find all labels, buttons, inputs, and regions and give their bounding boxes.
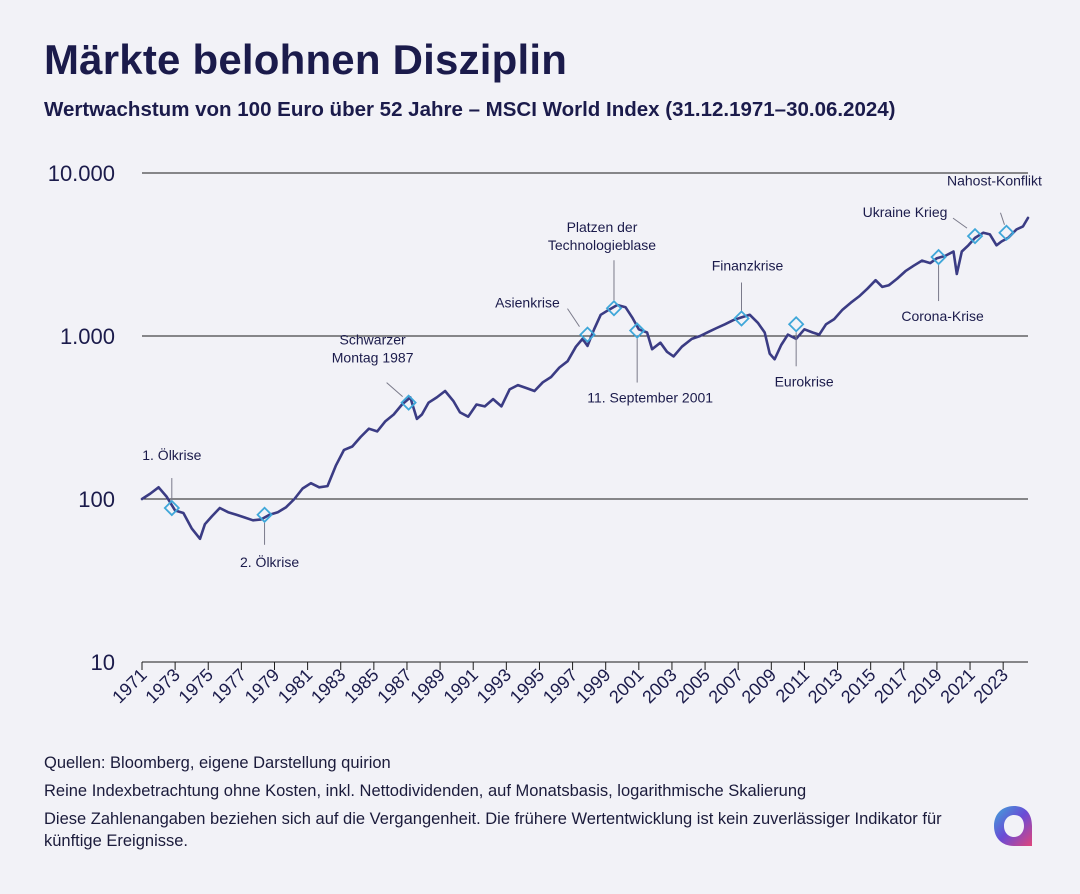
series-layer xyxy=(140,216,1030,541)
quirion-logo-icon xyxy=(994,806,1032,846)
page-title: Märkte belohnen Disziplin xyxy=(44,36,568,83)
x-tick-label: 2015 xyxy=(837,665,879,707)
annotation-label: Corona-Krise xyxy=(901,308,984,324)
x-tick-label: 1975 xyxy=(175,665,217,707)
x-tick-label: 2013 xyxy=(804,665,846,707)
annotation-leader xyxy=(999,212,1005,225)
annotation-label: Asienkrise xyxy=(495,295,560,311)
event-marker xyxy=(628,322,646,339)
x-tick-label: 1979 xyxy=(241,665,283,707)
x-tick-label: 2019 xyxy=(903,665,945,707)
event-marker xyxy=(966,227,984,245)
event-marker xyxy=(930,248,947,266)
event-marker xyxy=(163,499,181,517)
footer-sources: Quellen: Bloomberg, eigene Darstellung q… xyxy=(44,754,391,772)
x-tick-label: 2021 xyxy=(936,665,978,707)
x-tick-label: 1991 xyxy=(440,665,482,707)
footer-notes: Quellen: Bloomberg, eigene Darstellung q… xyxy=(44,752,944,858)
x-tick-label: 2003 xyxy=(638,665,680,707)
event-marker xyxy=(256,506,273,524)
msci-world-chart: 1971197319751977197919811983198519871989… xyxy=(48,161,1042,707)
page-subtitle: Wertwachstum von 100 Euro über 52 Jahre … xyxy=(44,98,896,121)
x-axis: 1971197319751977197919811983198519871989… xyxy=(108,662,1012,707)
annotation-label: Schwarzer Montag 1987 xyxy=(332,332,414,366)
footer-method: Reine Indexbetrachtung ohne Kosten, inkl… xyxy=(44,782,807,800)
event-marker xyxy=(605,299,623,317)
x-tick-label: 2023 xyxy=(970,665,1012,707)
x-tick-label: 1977 xyxy=(208,665,250,707)
annotation-leader xyxy=(952,217,968,229)
annotation-label: Eurokrise xyxy=(775,373,834,389)
x-tick-label: 1995 xyxy=(506,665,548,707)
y-tick-label: 10.000 xyxy=(48,161,115,186)
x-tick-label: 1999 xyxy=(572,665,614,707)
y-tick-label: 1.000 xyxy=(60,324,115,349)
footer-disclaimer: Diese Zahlenangaben beziehen sich auf di… xyxy=(44,810,942,850)
event-marker xyxy=(579,326,596,343)
annotation-label: Platzen der Technologieblase xyxy=(548,219,656,253)
event-marker xyxy=(998,224,1015,242)
annotation-label: Ukraine Krieg xyxy=(863,204,948,220)
x-tick-label: 1987 xyxy=(373,665,415,707)
annotation-leader xyxy=(386,382,403,398)
event-marker xyxy=(787,316,805,333)
x-tick-label: 1993 xyxy=(473,665,515,707)
event-marker xyxy=(400,394,417,411)
annotation-label: 11. September 2001 xyxy=(587,390,713,406)
x-tick-label: 2011 xyxy=(772,665,814,707)
x-tick-label: 2005 xyxy=(671,665,713,707)
x-tick-label: 1983 xyxy=(307,665,349,707)
annotation-label: 2. Ölkrise xyxy=(240,553,299,570)
y-axis: 10 100 1.000 10.000 xyxy=(48,161,115,675)
x-tick-label: 1981 xyxy=(274,665,316,707)
x-tick-label: 1989 xyxy=(406,665,448,707)
series-line xyxy=(140,216,1030,541)
event-marker xyxy=(733,310,750,327)
annotation-label: Nahost-Konflikt xyxy=(947,173,1042,189)
x-tick-label: 1997 xyxy=(539,665,581,707)
annotation-layer: 1. Ölkrise 2. Ölkrise Schwarzer Montag 1987… xyxy=(142,173,1042,570)
x-tick-label: 1985 xyxy=(340,665,382,707)
y-tick-label: 10 xyxy=(91,650,115,675)
x-tick-label: 2007 xyxy=(705,665,747,707)
annotation-label: 1. Ölkrise xyxy=(142,446,201,463)
x-tick-label: 2001 xyxy=(605,665,647,707)
x-tick-label: 2009 xyxy=(738,665,780,707)
y-tick-label: 100 xyxy=(78,487,115,512)
annotation-leader xyxy=(567,308,580,327)
x-tick-label: 2017 xyxy=(870,665,912,707)
grid-layer xyxy=(142,172,1028,663)
annotation-label: Finanzkrise xyxy=(712,258,784,274)
x-tick-label: 1973 xyxy=(141,665,183,707)
